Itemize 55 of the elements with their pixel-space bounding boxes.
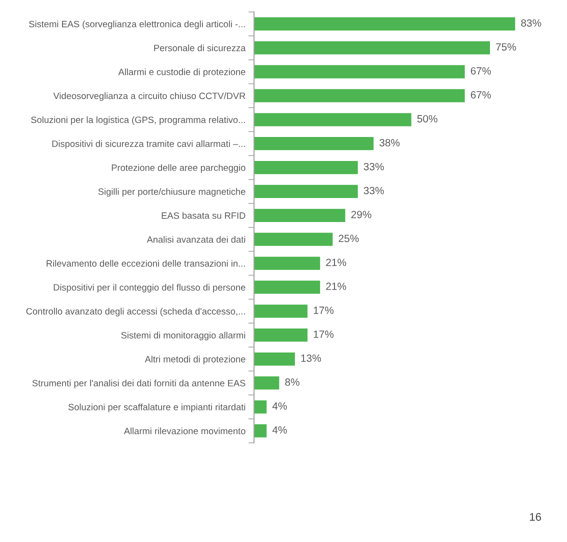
bar: [254, 376, 280, 390]
y-tick-label: Analisi avanzata dei dati: [146, 236, 246, 243]
bar: [254, 160, 358, 174]
bar: [254, 65, 465, 78]
data-label: 67%: [470, 67, 491, 75]
bar: [254, 113, 412, 126]
data-label: 38%: [380, 139, 400, 146]
y-tick-label: Sigilli per porte/chiusure magnetiche: [98, 188, 246, 197]
y-tick-label: Soluzioni per scaffalature e impianti ritardati: [68, 404, 246, 412]
bar: [254, 328, 308, 342]
bar: [254, 256, 320, 270]
y-tick-label: Dispositivi di sicurezza tramite cavi allarmati –...: [52, 140, 245, 149]
bar: [254, 280, 320, 294]
y-tick-label: Sistemi di monitoraggio allarmi: [121, 332, 246, 340]
bar: [254, 424, 267, 438]
y-tick-label: Altri metodi di protezione: [144, 356, 246, 364]
text: 16: [530, 512, 541, 521]
y-tick-label: Strumenti per l'analisi dei dati forniti da antenne EAS: [32, 380, 246, 388]
y-tick-label: Protezione delle aree parcheggio: [112, 164, 246, 173]
bar: [254, 232, 333, 246]
data-label: 33%: [364, 162, 384, 170]
y-tick-label: Videosorveglianza a circuito chiuso CCTV/DVR: [53, 92, 246, 101]
bar: [254, 304, 308, 318]
data-label: 67%: [470, 91, 491, 99]
y-tick-label: Soluzioni per la logistica (GPS, programma relativo...: [31, 116, 245, 125]
y-tick-label: Controllo avanzato degli accessi (scheda d'accesso,...: [26, 308, 245, 316]
data-label: 17%: [314, 306, 334, 314]
data-label: 17%: [314, 330, 334, 338]
data-label: 25%: [338, 234, 359, 242]
bar: [254, 400, 267, 414]
y-tick-label: Dispositivi per il conteggio del flusso di persone: [54, 284, 246, 292]
data-label: 21%: [326, 258, 346, 266]
data-label: 4%: [272, 402, 287, 410]
bar: [254, 41, 490, 54]
data-label: 8%: [285, 378, 300, 386]
bar: [254, 17, 516, 30]
bar: [254, 89, 465, 102]
y-tick-label: Sistemi EAS (sorveglianza elettronica degli articoli -...: [29, 20, 245, 30]
data-label: 50%: [417, 115, 438, 122]
data-label: 83%: [521, 19, 542, 27]
data-label: 29%: [351, 210, 372, 218]
bar: [254, 208, 346, 222]
y-tick-label: EAS basata su RFID: [162, 212, 246, 219]
bar: [254, 352, 295, 366]
y-tick-label: Allarmi e custodie di protezione: [118, 68, 246, 77]
bar: [254, 184, 358, 198]
y-tick-label: Allarmi rilevazione movimento: [124, 428, 246, 434]
data-label: 33%: [364, 186, 384, 194]
data-label: 21%: [326, 282, 346, 290]
y-tick-label: Personale di sicurezza: [154, 44, 246, 52]
bar: [254, 137, 374, 150]
data-label: 75%: [496, 43, 516, 51]
data-label: 13%: [301, 354, 321, 362]
y-tick-label: Rilevamento delle eccezioni delle transazioni in...: [46, 260, 245, 267]
data-label: 4%: [272, 426, 287, 434]
